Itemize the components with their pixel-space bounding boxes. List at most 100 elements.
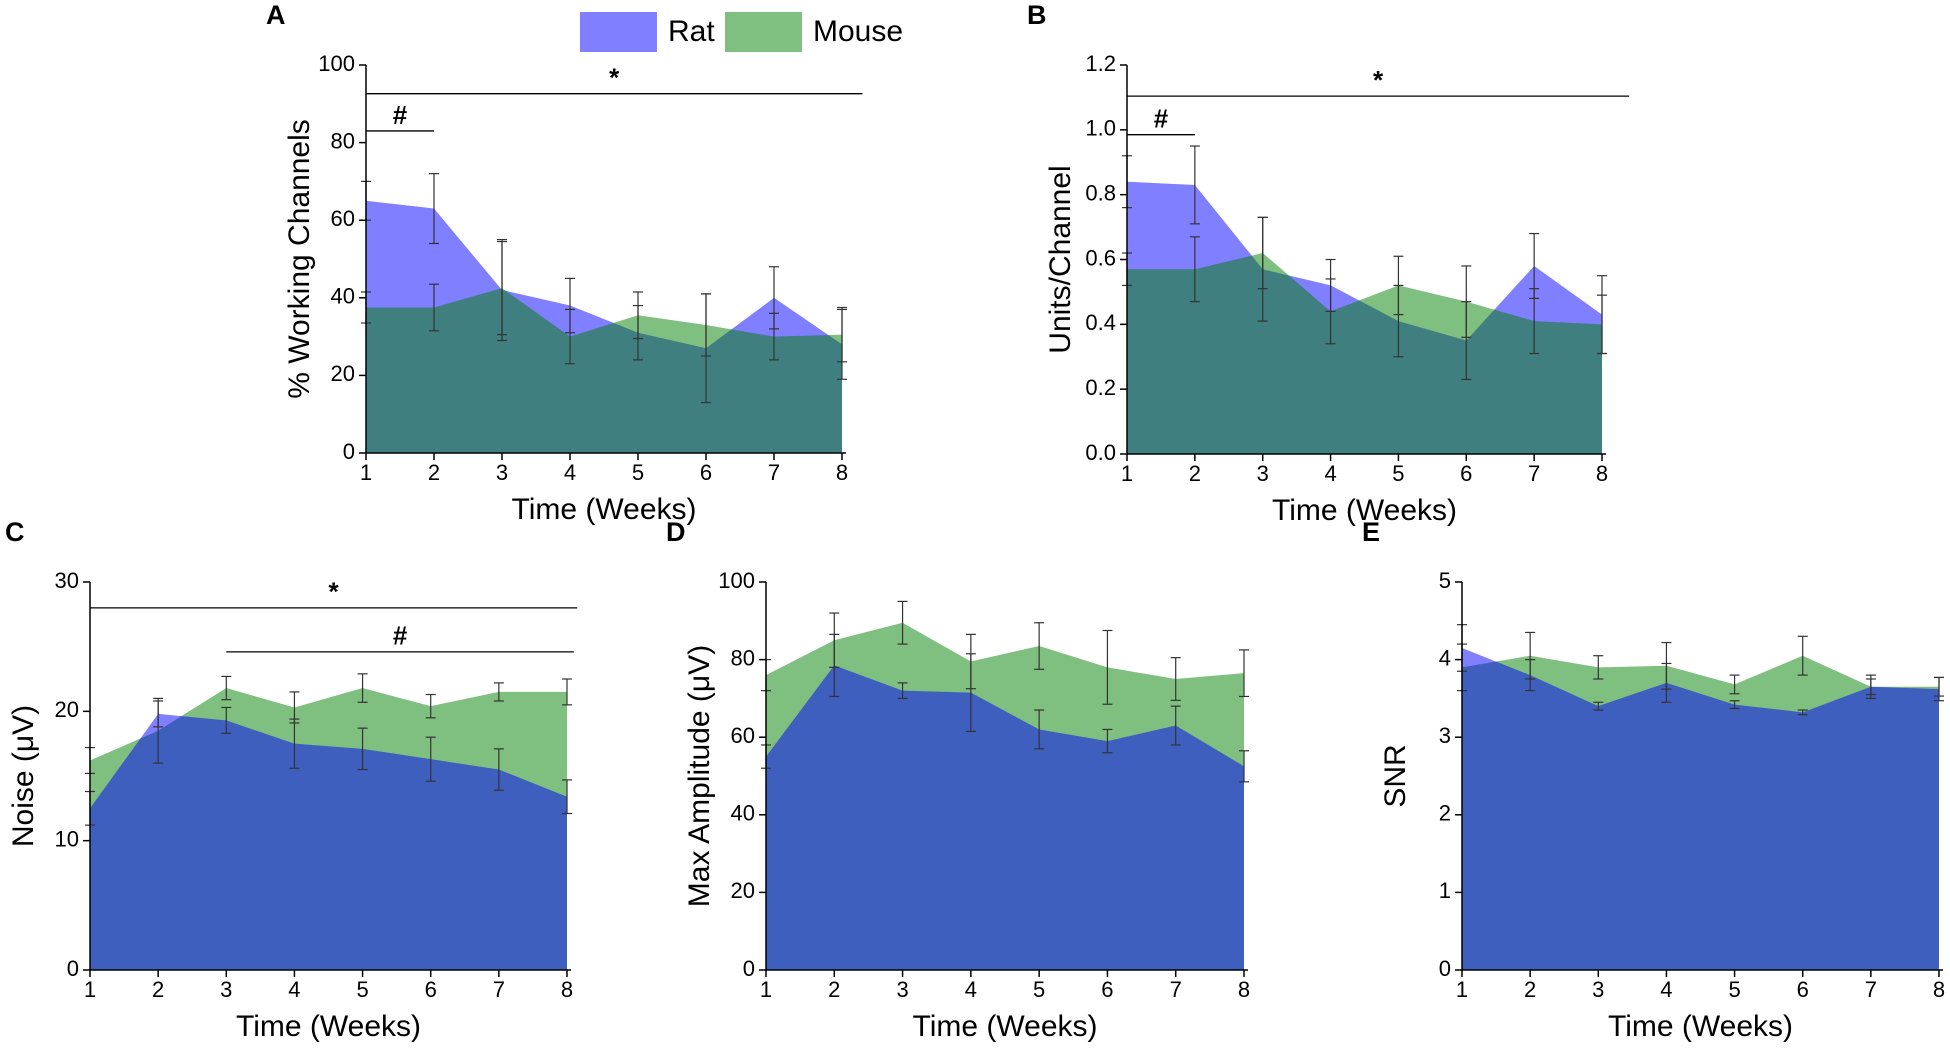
y-tick-label: 0.2	[1085, 375, 1116, 400]
error-bar	[1529, 288, 1540, 355]
legend-label: Mouse	[813, 15, 903, 48]
y-tick-label: 3	[1439, 723, 1451, 748]
error-bar	[1797, 635, 1808, 676]
error-bar	[565, 308, 575, 365]
error-bar	[1034, 622, 1045, 670]
error-bar	[1461, 265, 1472, 338]
error-bar	[493, 748, 504, 791]
y-tick-label: 80	[731, 645, 755, 670]
x-tick-label: 5	[1728, 977, 1740, 1002]
x-axis-label: Time (Weeks)	[1272, 494, 1457, 527]
error-bar	[425, 736, 436, 782]
error-bar	[633, 291, 643, 340]
x-tick-label: 7	[768, 460, 780, 485]
error-bar	[1797, 709, 1808, 716]
annotation: #	[393, 100, 408, 130]
x-tick-label: 2	[152, 977, 164, 1002]
y-axis-label: Units/Channel	[1044, 165, 1077, 353]
error-bar	[221, 706, 232, 734]
error-bar	[357, 727, 368, 771]
panel: 0 20 40 60 80 100 1 2 3 4 5 6 7 8 Time (Weeks) % Workin…	[266, 0, 903, 526]
y-axis-label: Max Amplitude (μV)	[683, 645, 716, 907]
y-tick-label: 100	[718, 568, 755, 593]
x-tick-label: 6	[700, 460, 712, 485]
annotation: *	[329, 577, 340, 607]
y-tick-label: 1	[1439, 878, 1451, 903]
legend: Rat Mouse	[580, 12, 903, 52]
annotation: #	[393, 621, 408, 651]
y-tick-label: 4	[1439, 645, 1451, 670]
error-bar	[1325, 278, 1336, 345]
y-tick-label: 5	[1439, 568, 1451, 593]
y-tick-label: 0	[343, 439, 355, 464]
x-tick-label: 4	[965, 977, 977, 1002]
y-tick-label: 20	[55, 697, 79, 722]
error-bar	[1729, 674, 1740, 695]
y-tick-label: 60	[331, 206, 355, 231]
annotation: *	[609, 63, 620, 93]
y-axis-label: Noise (μV)	[7, 705, 40, 847]
error-bar	[1934, 676, 1944, 702]
error-bar	[289, 718, 300, 769]
error-bar	[1034, 709, 1045, 750]
x-tick-label: 8	[561, 977, 573, 1002]
y-tick-label: 30	[55, 568, 79, 593]
x-tick-label: 1	[1121, 461, 1133, 486]
x-tick-label: 3	[220, 977, 232, 1002]
error-bar	[1189, 236, 1200, 303]
x-tick-label: 3	[1592, 977, 1604, 1002]
y-tick-label: 0.0	[1085, 440, 1116, 465]
x-tick-label: 4	[288, 977, 300, 1002]
y-tick-label: 0	[1439, 956, 1451, 981]
x-axis-label: Time (Weeks)	[236, 1010, 421, 1043]
x-tick-label: 4	[564, 460, 576, 485]
error-bar	[837, 306, 847, 363]
x-tick-label: 1	[360, 460, 372, 485]
error-bar	[701, 293, 711, 357]
error-bar	[897, 682, 908, 700]
error-bar	[965, 653, 976, 732]
x-tick-label: 6	[425, 977, 437, 1002]
legend-swatch	[580, 12, 657, 52]
panel-label: D	[666, 517, 686, 547]
y-axis-label: SNR	[1379, 744, 1412, 807]
y-tick-label: 0	[67, 956, 79, 981]
error-bar	[1239, 750, 1249, 783]
y-tick-label: 1.2	[1085, 51, 1116, 76]
annotation: #	[1154, 104, 1169, 134]
panel-label: E	[1362, 517, 1380, 547]
x-tick-label: 7	[1170, 977, 1182, 1002]
error-bar	[1593, 701, 1604, 711]
x-tick-label: 8	[1596, 461, 1608, 486]
x-tick-label: 1	[760, 977, 772, 1002]
error-bar	[562, 779, 572, 815]
y-axis-label: % Working Channels	[283, 119, 316, 399]
error-bar	[493, 682, 504, 702]
error-bar	[897, 600, 908, 645]
x-tick-label: 5	[356, 977, 368, 1002]
x-axis-label: Time (Weeks)	[1608, 1010, 1793, 1043]
x-axis-label: Time (Weeks)	[912, 1010, 1097, 1043]
x-tick-label: 8	[1933, 977, 1945, 1002]
area	[366, 288, 842, 453]
y-tick-label: 10	[55, 826, 79, 851]
y-tick-label: 40	[731, 801, 755, 826]
panel: 0.0 0.2 0.4 0.6 0.8 1.0 1.2 1 2 3 4 5 6 7 8 Time (Weeks…	[1027, 0, 1630, 527]
y-tick-label: 80	[331, 128, 355, 153]
x-tick-label: 4	[1324, 461, 1336, 486]
error-bar	[1239, 649, 1249, 698]
y-tick-label: 1.0	[1085, 116, 1116, 141]
y-tick-label: 20	[331, 361, 355, 386]
y-tick-label: 0.8	[1085, 180, 1116, 205]
error-bar	[1102, 728, 1113, 754]
x-tick-label: 1	[84, 977, 96, 1002]
x-tick-label: 7	[493, 977, 505, 1002]
panel-label: C	[5, 517, 25, 547]
x-tick-label: 6	[1797, 977, 1809, 1002]
area	[90, 713, 567, 970]
y-tick-label: 60	[731, 723, 755, 748]
x-tick-label: 1	[1456, 977, 1468, 1002]
x-tick-label: 2	[1189, 461, 1201, 486]
error-bar	[153, 700, 164, 728]
